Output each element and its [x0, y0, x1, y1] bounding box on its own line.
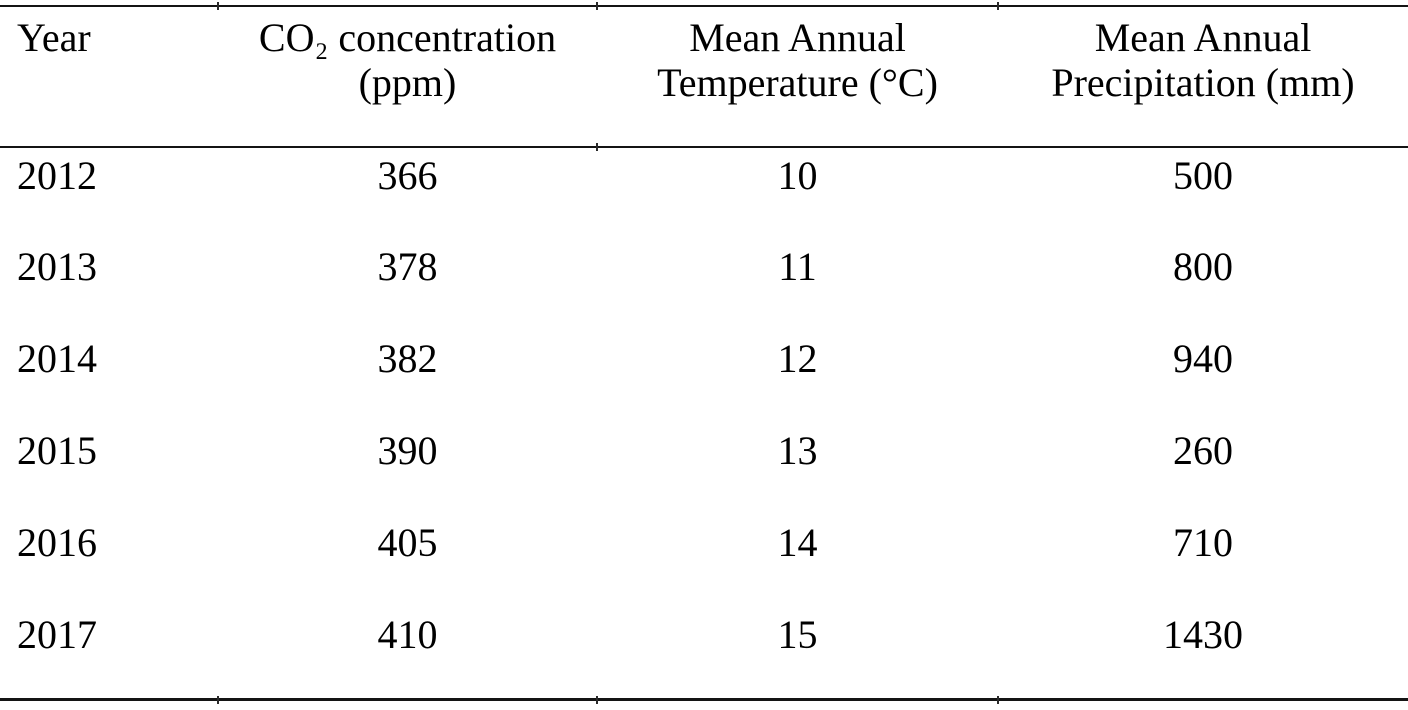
cell-precipitation: 800	[1173, 244, 1233, 289]
cell-co2: 390	[377, 428, 438, 473]
header-label-line1: Mean Annual	[1094, 15, 1312, 60]
table-row: 2012 366 10 500	[0, 147, 1408, 239]
cell-temperature: 12	[777, 336, 818, 381]
climate-data-table: Year CO₂ concentration (ppm) Mean Annual…	[0, 5, 1408, 701]
header-label-line1: CO₂ concentration	[258, 15, 557, 60]
cell-temperature: 14	[777, 520, 818, 565]
cell-temperature: 15	[597, 607, 998, 701]
cell-co2: 378	[377, 244, 438, 289]
table-row: 2017 410 15 1430	[0, 607, 1408, 701]
table-row: 2014 382 12 940	[0, 331, 1408, 423]
column-header-mean-annual-precipitation: Mean Annual Precipitation (mm)	[998, 5, 1408, 148]
cell-precipitation: 1430	[998, 607, 1408, 701]
cell-year: 2012	[17, 153, 97, 198]
column-header-co2-concentration: CO₂ concentration (ppm)	[218, 5, 597, 148]
cell-year: 2015	[17, 428, 97, 473]
cell-year: 2013	[17, 244, 97, 289]
header-label-line2: (ppm)	[358, 60, 457, 105]
column-header-year: Year	[0, 5, 218, 148]
cell-year: 2016	[17, 520, 97, 565]
cell-temperature: 13	[777, 428, 818, 473]
column-boundary-tick	[217, 696, 219, 704]
header-row: Year CO₂ concentration (ppm) Mean Annual…	[0, 5, 1408, 148]
column-boundary-tick	[997, 2, 999, 10]
column-header-mean-annual-temperature: Mean Annual Temperature (°C)	[597, 5, 998, 148]
cell-year: 2017	[0, 607, 218, 701]
header-label-line1: Mean Annual	[689, 15, 906, 60]
cell-year: 2014	[17, 336, 97, 381]
cell-precipitation: 500	[1173, 153, 1233, 198]
table-row: 2016 405 14 710	[0, 515, 1408, 607]
cell-co2: 382	[377, 336, 438, 381]
column-boundary-tick	[217, 2, 219, 10]
header-label: Year	[17, 15, 91, 60]
cell-precipitation: 710	[1173, 520, 1233, 565]
cell-temperature: 11	[778, 244, 817, 289]
column-boundary-tick	[596, 696, 598, 704]
cell-precipitation: 940	[1173, 336, 1233, 381]
header-label-line2: Temperature (°C)	[657, 60, 938, 105]
table-row: 2013 378 11 800	[0, 239, 1408, 331]
cell-precipitation: 260	[1173, 428, 1233, 473]
column-boundary-tick	[596, 2, 598, 10]
table-row: 2015 390 13 260	[0, 423, 1408, 515]
cell-co2: 410	[218, 607, 597, 701]
cell-co2: 405	[377, 520, 438, 565]
header-label-line2: Precipitation (mm)	[1051, 60, 1355, 105]
column-boundary-tick	[997, 696, 999, 704]
cell-temperature: 10	[777, 153, 818, 198]
column-boundary-tick	[596, 143, 598, 151]
cell-co2: 366	[377, 153, 438, 198]
